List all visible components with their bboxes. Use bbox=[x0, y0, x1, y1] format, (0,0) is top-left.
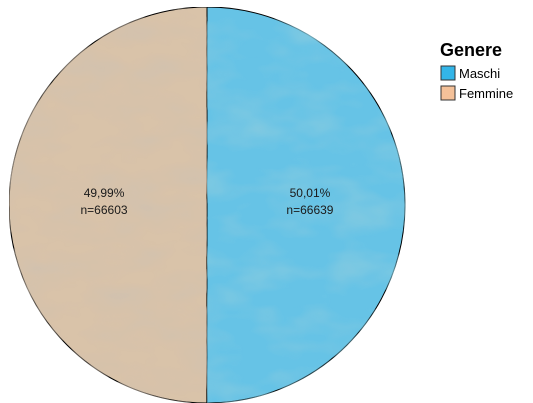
pie-slices bbox=[8, 6, 406, 403]
slice-percent-label-femmine: 49,99% bbox=[84, 186, 125, 200]
pie-slice-maschi bbox=[206, 6, 406, 403]
legend: Genere Maschi Femmine bbox=[440, 40, 513, 101]
legend-label-maschi: Maschi bbox=[459, 66, 500, 81]
legend-label-femmine: Femmine bbox=[459, 86, 513, 101]
legend-swatch-femmine bbox=[440, 85, 456, 101]
pie-slice-femmine bbox=[8, 6, 208, 403]
legend-swatch-maschi bbox=[440, 65, 456, 81]
slice-count-label-maschi: n=66639 bbox=[286, 203, 333, 217]
pie-slice-labels: 50,01% n=66639 49,99% n=66603 bbox=[81, 186, 334, 217]
slice-count-label-femmine: n=66603 bbox=[81, 203, 128, 217]
legend-title: Genere bbox=[440, 40, 502, 60]
slice-percent-label-maschi: 50,01% bbox=[290, 186, 331, 200]
